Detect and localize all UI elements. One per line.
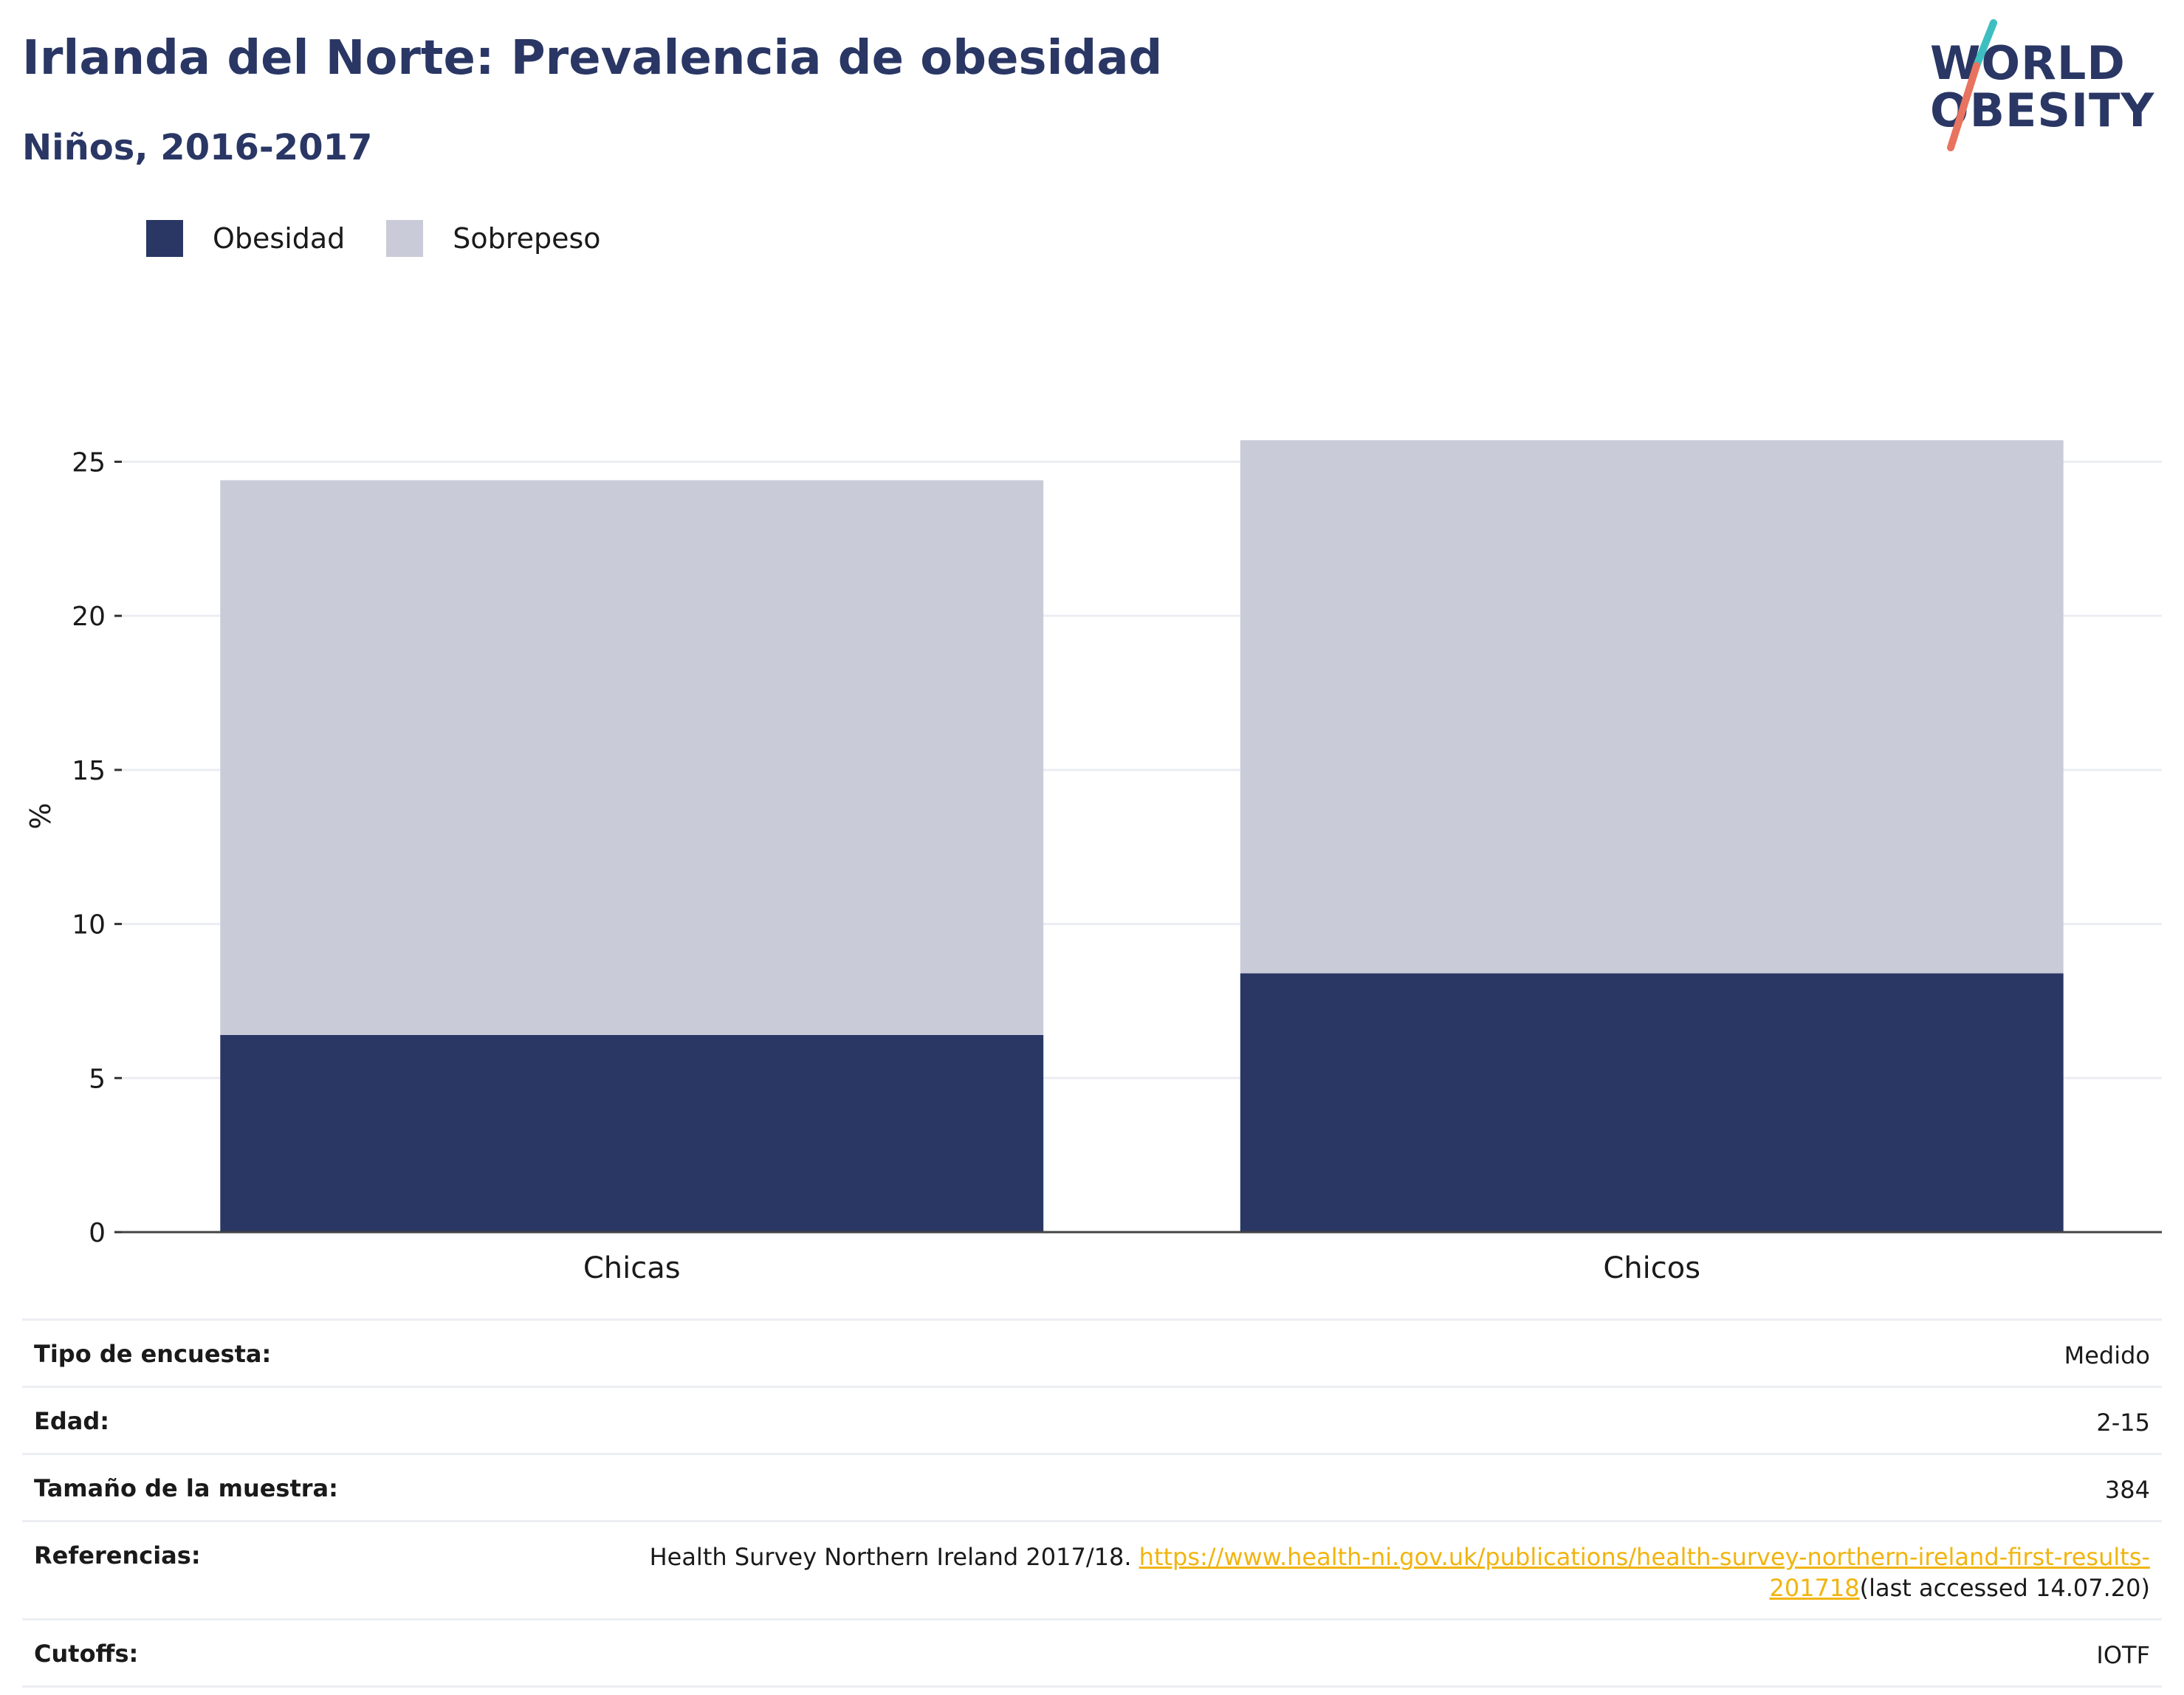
logo-slash-icon (1947, 19, 1997, 151)
y-tick-label: 20 (72, 602, 106, 632)
y-tick-label: 0 (89, 1218, 106, 1248)
chart-subtitle: Niños, 2016-2017 (22, 127, 373, 168)
y-axis-label: % (24, 802, 57, 829)
meta-value-age: 2-15 (2096, 1409, 2150, 1437)
survey-metadata-table: Tipo de encuesta: Medido Edad: 2-15 Tama… (22, 1318, 2162, 1688)
logo-slash-teal (1973, 19, 1997, 69)
bar-sobrepeso-chicas (220, 480, 1044, 1035)
meta-key-survey-type: Tipo de encuesta: (34, 1340, 272, 1368)
meta-value-sample-size: 384 (2104, 1476, 2150, 1504)
legend-label-sobrepeso: Sobrepeso (453, 222, 601, 255)
meta-value-cutoffs: IOTF (2096, 1641, 2150, 1669)
y-tick-label: 25 (72, 447, 106, 478)
meta-row-cutoffs: Cutoffs: IOTF (22, 1620, 2162, 1688)
legend-swatch-obesidad (146, 220, 183, 257)
meta-value-survey-type: Medido (2064, 1341, 2150, 1369)
meta-row-references: Referencias: Health Survey Northern Irel… (22, 1522, 2162, 1620)
legend-item-obesidad[interactable]: Obesidad (146, 220, 345, 257)
world-obesity-logo: WORLD OBESITY (1920, 18, 2171, 159)
y-tick-label: 10 (72, 910, 106, 941)
meta-row-survey-type: Tipo de encuesta: Medido (22, 1321, 2162, 1388)
reference-text: Health Survey Northern Ireland 2017/18. (649, 1543, 1139, 1571)
meta-key-sample-size: Tamaño de la muestra: (34, 1474, 338, 1502)
reference-link[interactable]: https://www.health-ni.gov.uk/publication… (1139, 1543, 2150, 1602)
logo-slash-coral (1947, 62, 1980, 151)
bar-obesidad-chicas (220, 1034, 1044, 1232)
x-tick-label: Chicos (1603, 1251, 1700, 1285)
bar-sobrepeso-chicos (1240, 440, 2064, 974)
meta-row-sample-size: Tamaño de la muestra: 384 (22, 1455, 2162, 1522)
meta-key-cutoffs: Cutoffs: (34, 1640, 139, 1668)
meta-key-age: Edad: (34, 1407, 110, 1435)
x-tick-label: Chicas (583, 1251, 681, 1285)
legend-item-sobrepeso[interactable]: Sobrepeso (386, 220, 601, 257)
legend-label-obesidad: Obesidad (213, 222, 346, 255)
y-tick-label: 5 (89, 1064, 106, 1094)
meta-value-references: Health Survey Northern Ireland 2017/18. … (636, 1541, 2150, 1603)
logo-word-world: WORLD (1930, 36, 2126, 90)
legend-swatch-sobrepeso (386, 220, 424, 257)
y-tick-label: 15 (72, 756, 106, 786)
chart-legend: Obesidad Sobrepeso (146, 220, 642, 257)
meta-row-age: Edad: 2-15 (22, 1388, 2162, 1455)
bar-obesidad-chicos (1240, 973, 2064, 1232)
stacked-bar-chart: 0 5 10 15 20 25% Chicas Chicos (24, 440, 2162, 1285)
chart-title: Irlanda del Norte: Prevalencia de obesid… (22, 31, 1163, 86)
meta-key-references: Referencias: (34, 1541, 201, 1569)
reference-suffix: (last accessed 14.07.20) (1859, 1574, 2150, 1602)
